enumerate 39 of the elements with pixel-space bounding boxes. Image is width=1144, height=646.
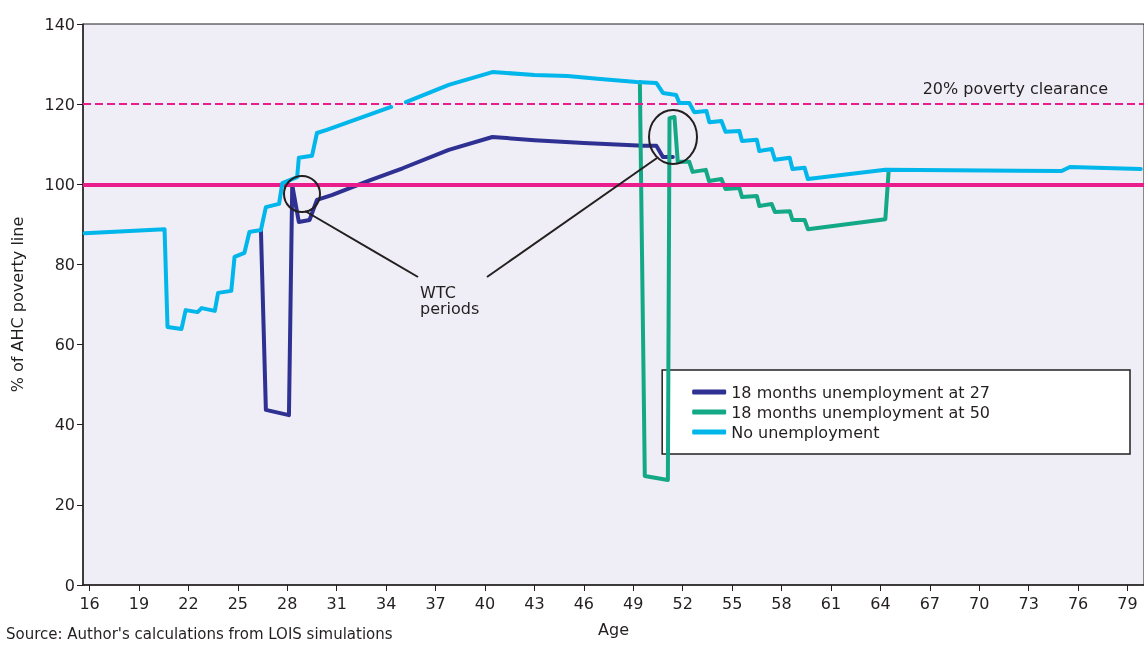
y-tick-label: 140 bbox=[44, 14, 75, 34]
x-tick-label: 61 bbox=[820, 593, 842, 613]
legend-label: No unemployment bbox=[731, 422, 880, 442]
legend-label: 18 months unemployment at 50 bbox=[731, 402, 991, 422]
x-tick-label: 52 bbox=[672, 593, 693, 613]
x-tick-label: 34 bbox=[375, 593, 397, 613]
x-tick-label: 76 bbox=[1067, 593, 1089, 613]
x-tick-label: 79 bbox=[1117, 593, 1138, 613]
x-tick-label: 25 bbox=[227, 593, 249, 613]
x-tick-label: 40 bbox=[474, 593, 496, 613]
annotation: WTC periods bbox=[420, 282, 480, 318]
x-tick-label: 16 bbox=[79, 593, 100, 613]
x-tick-label: 46 bbox=[573, 593, 595, 613]
x-tick-label: 55 bbox=[721, 593, 743, 613]
x-tick-label: 19 bbox=[128, 593, 150, 613]
x-tick-label: 73 bbox=[1018, 593, 1039, 613]
line-series bbox=[258, 135, 675, 418]
x-tick-label: 43 bbox=[524, 593, 545, 613]
y-tick-label: 120 bbox=[44, 94, 75, 114]
x-tick-label: 67 bbox=[919, 593, 940, 613]
y-tick-label: 40 bbox=[54, 415, 75, 435]
y-tick-label: 80 bbox=[54, 254, 75, 274]
x-tick-label: 58 bbox=[771, 593, 792, 613]
x-tick-label: 70 bbox=[969, 593, 990, 613]
y-axis-title: % of AHC poverty line bbox=[7, 216, 27, 393]
x-tick-label: 49 bbox=[623, 593, 644, 613]
y-tick-label: 0 bbox=[64, 575, 75, 595]
ref-line-label: 20% poverty clearance bbox=[922, 78, 1108, 98]
x-tick-label: 37 bbox=[425, 593, 446, 613]
x-tick-label: 31 bbox=[326, 593, 347, 613]
x-tick-label: 28 bbox=[277, 593, 298, 613]
y-tick-label: 100 bbox=[44, 174, 75, 194]
y-tick-label: 20 bbox=[54, 495, 75, 515]
legend-label: 18 months unemployment at 27 bbox=[731, 382, 991, 402]
x-tick-label: 64 bbox=[870, 593, 891, 613]
source-note: Source: Author's calculations from LOIS simulations bbox=[6, 624, 393, 643]
x-axis-title: Age bbox=[598, 619, 629, 639]
x-tick-label: 22 bbox=[178, 593, 199, 613]
y-tick-label: 60 bbox=[54, 335, 75, 355]
